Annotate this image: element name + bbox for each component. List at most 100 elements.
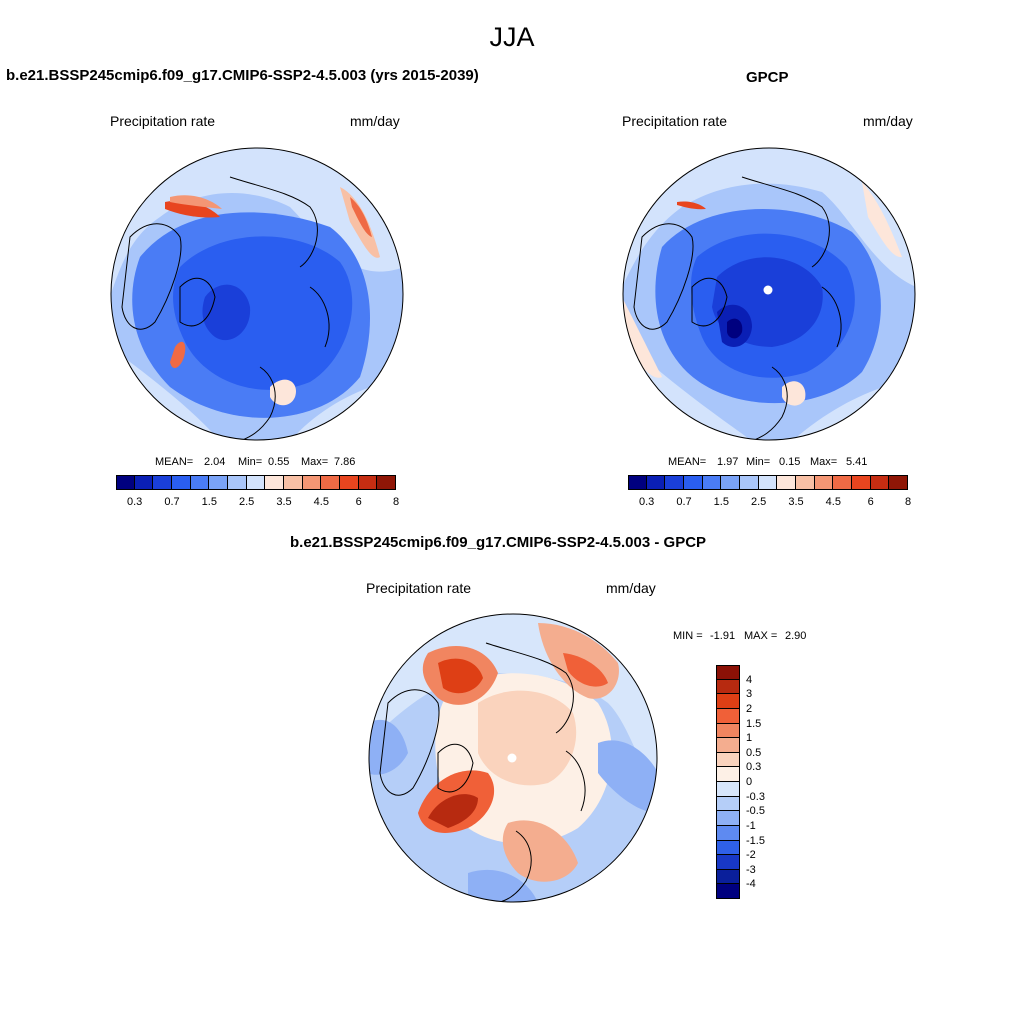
model-colorbar-cell xyxy=(265,475,284,490)
obs-colorbar xyxy=(628,475,908,490)
obs-colorbar-cell xyxy=(777,475,796,490)
obs-colorbar-tick-label: 1.5 xyxy=(713,496,729,508)
obs-colorbar-tick-label: 8 xyxy=(904,496,912,508)
diff-panel-title: b.e21.BSSP245cmip6.f09_g17.CMIP6-SSP2-4.… xyxy=(290,534,707,551)
diff-colorbar-tick-label: 3 xyxy=(746,688,753,701)
obs-polar-map xyxy=(622,147,916,441)
diff-colorbar-cell xyxy=(716,738,740,753)
diff-colorbar-cell xyxy=(716,694,740,709)
model-min-label: Min= xyxy=(238,456,263,468)
obs-min-value: 0.15 xyxy=(779,456,801,468)
model-colorbar-ticks: 0.3 0.7 1.5 2.5 3.5 4.5 6 8 xyxy=(116,496,399,510)
obs-colorbar-cell xyxy=(684,475,703,490)
model-colorbar-tick-label: 2.5 xyxy=(239,496,255,508)
diff-min-label: MIN = xyxy=(673,630,703,642)
diff-colorbar-cell xyxy=(716,679,740,695)
model-colorbar-cell xyxy=(134,475,154,490)
model-panel-title: b.e21.BSSP245cmip6.f09_g17.CMIP6-SSP2-4.… xyxy=(6,67,479,84)
diff-colorbar-cell xyxy=(716,796,740,812)
model-max-value: 7.86 xyxy=(334,456,356,468)
obs-colorbar-tick-label: 6 xyxy=(867,496,874,508)
model-colorbar-cell xyxy=(209,475,228,490)
diff-variable-label: Precipitation rate xyxy=(366,580,472,596)
model-colorbar-tick-label: 0.3 xyxy=(127,496,143,508)
obs-panel-title: GPCP xyxy=(746,69,789,86)
model-colorbar-cell xyxy=(340,475,359,490)
diff-colorbar-cell xyxy=(716,884,740,899)
diff-colorbar-cell xyxy=(716,723,740,739)
diff-colorbar-cell xyxy=(716,752,740,768)
model-colorbar-cell xyxy=(246,475,266,490)
obs-colorbar-cell xyxy=(870,475,890,490)
diff-colorbar-tick-label: -3 xyxy=(746,863,756,876)
diff-colorbar-tick-label: -1.5 xyxy=(746,834,765,847)
diff-colorbar-tick-label: -2 xyxy=(746,849,756,862)
diff-colorbar-tick-label: 4 xyxy=(746,673,753,686)
diff-max-value: 2.90 xyxy=(785,630,807,642)
model-colorbar-cell xyxy=(190,475,210,490)
model-colorbar-cell xyxy=(358,475,378,490)
obs-colorbar-cell xyxy=(702,475,722,490)
diff-colorbar-tick-label: -1 xyxy=(746,819,756,832)
obs-mean-value: 1.97 xyxy=(717,456,739,468)
obs-colorbar-cell xyxy=(628,475,647,490)
diff-max-label: MAX = xyxy=(744,630,778,642)
obs-units-label: mm/day xyxy=(863,113,913,129)
diff-colorbar-tick-label: 1 xyxy=(746,732,753,745)
diff-min-value: -1.91 xyxy=(710,630,736,642)
diff-colorbar-cell xyxy=(716,767,740,782)
model-colorbar-cell xyxy=(377,475,396,490)
diff-colorbar-cell xyxy=(716,708,740,724)
model-mean-value: 2.04 xyxy=(204,456,226,468)
diff-polar-map xyxy=(368,613,658,903)
diff-colorbar-tick-label: 0 xyxy=(746,776,753,788)
model-colorbar-cell xyxy=(172,475,191,490)
diff-colorbar-tick-label: 1.5 xyxy=(746,717,762,730)
model-colorbar-cell xyxy=(321,475,340,490)
diff-units-label: mm/day xyxy=(606,580,656,596)
model-variable-label: Precipitation rate xyxy=(110,113,216,129)
model-colorbar-cell xyxy=(228,475,247,490)
model-colorbar-tick-label: 8 xyxy=(392,496,400,508)
model-colorbar-tick-label: 4.5 xyxy=(313,496,329,508)
model-colorbar-tick-label: 3.5 xyxy=(276,496,292,508)
diff-colorbar-tick-label: -0.3 xyxy=(746,790,765,803)
obs-colorbar-cell xyxy=(796,475,815,490)
model-colorbar-cell xyxy=(302,475,322,490)
diff-colorbar-cell xyxy=(716,840,740,856)
model-polar-map xyxy=(110,147,404,441)
figure-title: JJA xyxy=(489,22,535,52)
diff-colorbar-ticks: 4 3 2 1.5 1 0.5 0.3 0 -0.3 -0.5 -1 -1.5 -2 -3 -4 xyxy=(746,665,786,899)
diff-colorbar-tick-label: 0.3 xyxy=(746,761,762,774)
model-colorbar-tick-label: 0.7 xyxy=(164,496,180,508)
obs-variable-label: Precipitation rate xyxy=(622,113,728,129)
obs-max-label: Max= xyxy=(810,456,838,468)
diff-colorbar-cell xyxy=(716,869,740,885)
obs-colorbar-tick-label: 0.3 xyxy=(639,496,655,508)
obs-min-label: Min= xyxy=(746,456,771,468)
diff-colorbar-tick-label: -4 xyxy=(746,878,756,891)
obs-colorbar-tick-label: 4.5 xyxy=(825,496,841,508)
model-min-value: 0.55 xyxy=(268,456,290,468)
obs-mean-label: MEAN= xyxy=(668,456,707,468)
obs-colorbar-cell xyxy=(814,475,834,490)
obs-max-value: 5.41 xyxy=(846,456,868,468)
model-mean-label: MEAN= xyxy=(155,456,194,468)
model-colorbar-cell xyxy=(153,475,172,490)
model-colorbar-tick-label: 6 xyxy=(355,496,362,508)
model-colorbar-tick-label: 1.5 xyxy=(201,496,217,508)
diff-colorbar-cell xyxy=(716,665,740,680)
diff-colorbar-cell xyxy=(716,782,740,797)
model-colorbar-cell xyxy=(116,475,135,490)
obs-colorbar-tick-label: 3.5 xyxy=(788,496,804,508)
obs-colorbar-tick-label: 2.5 xyxy=(751,496,767,508)
diff-colorbar xyxy=(716,665,740,899)
model-max-label: Max= xyxy=(301,456,329,468)
obs-colorbar-cell xyxy=(721,475,740,490)
diff-colorbar-tick-label: 2 xyxy=(746,702,753,715)
obs-colorbar-cell xyxy=(758,475,778,490)
diff-colorbar-cell xyxy=(716,825,740,841)
obs-colorbar-cell xyxy=(740,475,759,490)
obs-colorbar-tick-label: 0.7 xyxy=(676,496,692,508)
obs-colorbar-cell xyxy=(646,475,666,490)
